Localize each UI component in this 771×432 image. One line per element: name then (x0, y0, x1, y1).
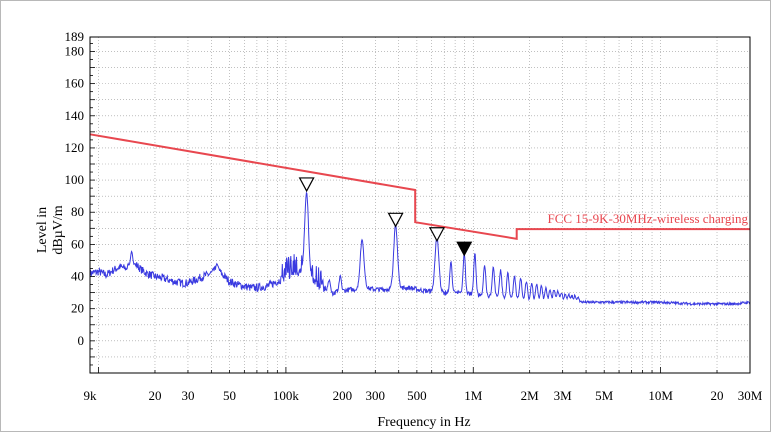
x-axis-ticks: 9k 20 30 50 100k 200 300 500 1M 2M 3M 5M 10M 20 30M (84, 367, 763, 403)
y-tick-label: 140 (65, 108, 85, 123)
x-tick-label: 20 (711, 388, 724, 403)
y-tick-label: 189 (65, 29, 85, 44)
y-tick-label: 180 (65, 43, 85, 58)
x-tick-label: 500 (407, 388, 427, 403)
x-tick-label: 50 (223, 388, 236, 403)
measurement-trace (89, 191, 751, 307)
x-tick-label: 10M (648, 388, 673, 403)
y-tick-label: 60 (71, 236, 84, 251)
open-marker-icon (387, 212, 404, 228)
plot-area-border (89, 36, 751, 374)
open-marker-icon (428, 227, 445, 243)
x-tick-label: 3M (554, 388, 573, 403)
limit-line (89, 133, 750, 240)
y-tick-label: 160 (65, 76, 85, 91)
x-tick-label: 1M (464, 388, 483, 403)
x-tick-label: 300 (366, 388, 386, 403)
limit-line-layer (89, 133, 750, 240)
x-axis-title: Frequency in Hz (377, 415, 470, 430)
y-tick-label: 20 (71, 301, 84, 316)
x-tick-label: 200 (333, 388, 353, 403)
y-axis-title-line2: dBµV/m (51, 205, 66, 254)
x-tick-label: 5M (595, 388, 614, 403)
x-tick-label: 20 (148, 388, 161, 403)
x-tick-label: 30M (738, 388, 763, 403)
y-tick-label: 80 (71, 204, 84, 219)
y-tick-label: 0 (78, 333, 85, 348)
filled-marker-icon (456, 241, 473, 257)
marker-layer (298, 177, 473, 257)
y-axis-title-line1: Level in (35, 207, 50, 253)
x-tick-label: 9k (84, 388, 98, 403)
y-tick-label: 40 (71, 269, 84, 284)
x-tick-label: 30 (181, 388, 194, 403)
limit-line-label: FCC 15-9K-30MHz-wireless charging (547, 211, 748, 226)
x-tick-label: 100k (273, 388, 300, 403)
open-marker-icon (298, 177, 315, 193)
x-tick-label: 2M (521, 388, 540, 403)
measurement-layer (89, 191, 751, 307)
y-tick-label: 100 (65, 172, 85, 187)
y-tick-label: 120 (65, 140, 85, 155)
grid (89, 37, 751, 374)
